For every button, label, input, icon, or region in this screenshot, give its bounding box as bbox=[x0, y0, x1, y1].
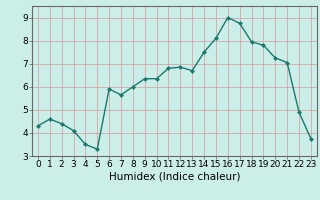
X-axis label: Humidex (Indice chaleur): Humidex (Indice chaleur) bbox=[109, 172, 240, 182]
